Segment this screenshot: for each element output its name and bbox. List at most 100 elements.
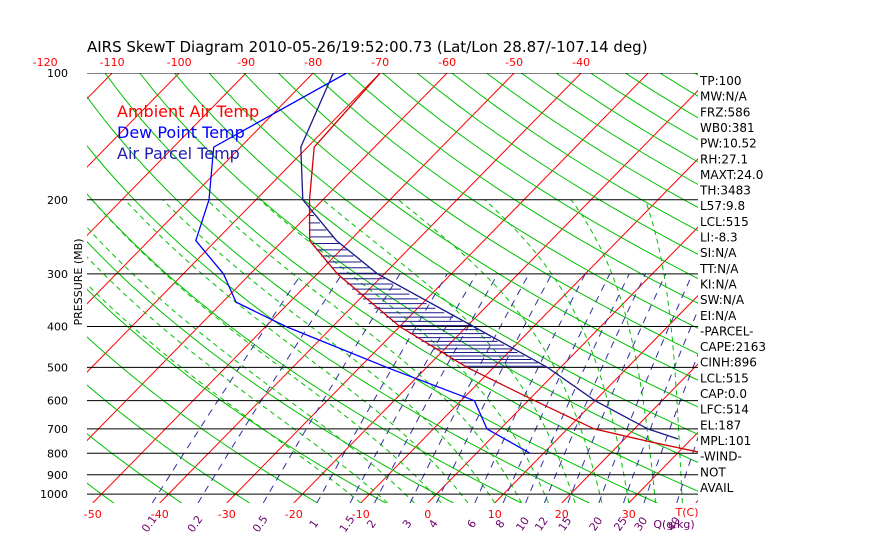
bottom-temp-tick-label: -30 — [218, 508, 236, 521]
pressure-tick-label: 700 — [47, 423, 68, 436]
dry-adiabat-line — [278, 73, 698, 355]
pressure-tick-label: 600 — [47, 395, 68, 408]
index-entry: MAXT:24.0 — [700, 168, 763, 182]
dry-adiabat-line — [382, 73, 698, 280]
series-line-2 — [300, 73, 679, 440]
moist-adiabat-line — [87, 256, 388, 503]
top-temp-tick-label: -40 — [572, 56, 590, 69]
index-entry: KI:N/A — [700, 277, 737, 291]
mixing-ratio-tick-label: 3 — [400, 517, 415, 530]
mixing-ratio-axis-label: Q(g/kg) — [653, 518, 694, 531]
isotherm-line — [87, 73, 448, 442]
mixing-ratio-line — [197, 273, 343, 503]
pressure-tick-label: 1000 — [40, 488, 68, 501]
index-entry: SI:N/A — [700, 246, 737, 260]
index-entry: L57:9.8 — [700, 199, 745, 213]
isotherm-line — [561, 363, 698, 503]
index-entry: TH:3483 — [699, 184, 751, 198]
mixing-ratio-tick-label: 10 — [513, 515, 532, 534]
legend-entry: Air Parcel Temp — [117, 144, 240, 163]
isotherm-line — [494, 294, 698, 503]
bottom-temp-tick-label: 10 — [488, 508, 502, 521]
dry-adiabat-line — [520, 73, 698, 186]
moist-adiabat-line — [322, 199, 576, 503]
pressure-tick-label: 400 — [47, 321, 68, 334]
index-entry: MPL:101 — [700, 434, 751, 448]
isotherm-line — [87, 73, 180, 168]
mixing-ratio-line — [316, 273, 448, 503]
bottom-temp-tick-label: 30 — [622, 508, 636, 521]
index-entry: NOT — [700, 465, 726, 479]
top-temp-tick-label: -50 — [505, 56, 523, 69]
mixing-ratio-line — [262, 273, 401, 503]
index-entry: LFC:514 — [700, 403, 749, 417]
top-temp-tick-label: -70 — [371, 56, 389, 69]
moist-adiabat-line — [570, 199, 657, 503]
top-temp-tick-label: -100 — [167, 56, 192, 69]
dry-adiabat-line — [208, 73, 698, 408]
dry-adiabat-line — [87, 145, 590, 503]
index-entry: -PARCEL- — [700, 324, 754, 338]
index-entry: FRZ:586 — [700, 105, 750, 119]
moist-adiabat-line — [162, 199, 496, 503]
isotherm-line — [87, 73, 113, 100]
bottom-temp-tick-label: 0 — [424, 508, 431, 521]
isotherm-line — [226, 73, 649, 503]
pressure-tick-label: 800 — [47, 447, 68, 460]
dry-adiabat-line — [451, 73, 698, 232]
pressure-tick-label: 100 — [47, 67, 68, 80]
mixing-ratio-tick-label: 6 — [465, 517, 480, 530]
dry-adiabat-line — [87, 433, 182, 503]
bottom-temp-tick-label: 20 — [555, 508, 569, 521]
moist-adiabat-line — [206, 199, 523, 503]
index-entry: CAPE:2163 — [700, 340, 766, 354]
dry-adiabat-line — [416, 73, 698, 255]
bottom-temp-axis-label: T(C) — [675, 506, 699, 519]
mixing-ratio-tick-label: 2 — [364, 517, 379, 530]
mixing-ratio-line — [435, 273, 553, 503]
pressure-tick-label: 200 — [47, 194, 68, 207]
moist-adiabat-line — [484, 199, 630, 503]
dry-adiabat-line — [174, 73, 698, 435]
dry-adiabat-line — [87, 241, 454, 503]
index-entry: TT:N/A — [699, 262, 739, 276]
pressure-tick-label: 900 — [47, 469, 68, 482]
isotherm-line — [0, 73, 45, 503]
chart-title: AIRS SkewT Diagram 2010-05-26/19:52:00.7… — [87, 38, 648, 56]
index-entry: LCL:515 — [700, 371, 749, 385]
pressure-tick-label: 300 — [47, 268, 68, 281]
isotherm-line — [763, 73, 870, 503]
index-entry: RH:27.1 — [700, 152, 748, 166]
dry-adiabat-line — [87, 336, 318, 503]
moist-adiabat-line — [87, 283, 362, 503]
dry-adiabat-line — [0, 73, 46, 503]
mixing-ratio-tick-label: 0.2 — [185, 513, 206, 535]
isotherm-line — [159, 73, 582, 503]
dry-adiabat-line — [243, 73, 698, 381]
isotherm-line — [830, 73, 870, 503]
top-temp-tick-label: -120 — [33, 56, 58, 69]
index-entry: TP:100 — [699, 74, 742, 88]
dry-adiabat-line — [104, 73, 698, 492]
moist-adiabat-line — [398, 199, 603, 503]
moist-adiabat-line — [259, 199, 549, 503]
index-entry: CAP:0.0 — [700, 387, 747, 401]
isotherm-line — [87, 73, 247, 237]
legend-entry: Dew Point Temp — [117, 123, 245, 142]
top-temp-tick-label: -60 — [438, 56, 456, 69]
index-entry: AVAIL — [700, 481, 734, 495]
y-axis-label: PRESSURE (MB) — [72, 239, 85, 326]
moist-adiabat-line — [91, 199, 442, 503]
bottom-temp-tick-label: -50 — [84, 508, 102, 521]
pressure-tick-label: 500 — [47, 361, 68, 374]
index-entry: -WIND- — [700, 450, 742, 464]
dry-adiabat-line — [347, 73, 698, 304]
mixing-ratio-line — [151, 273, 302, 503]
isotherm-line — [87, 73, 314, 305]
isotherm-line — [92, 73, 515, 503]
top-temp-tick-label: -110 — [100, 56, 125, 69]
top-temp-tick-label: -80 — [304, 56, 322, 69]
index-entry: WB0:381 — [700, 121, 755, 135]
index-entry: EL:187 — [700, 418, 741, 432]
